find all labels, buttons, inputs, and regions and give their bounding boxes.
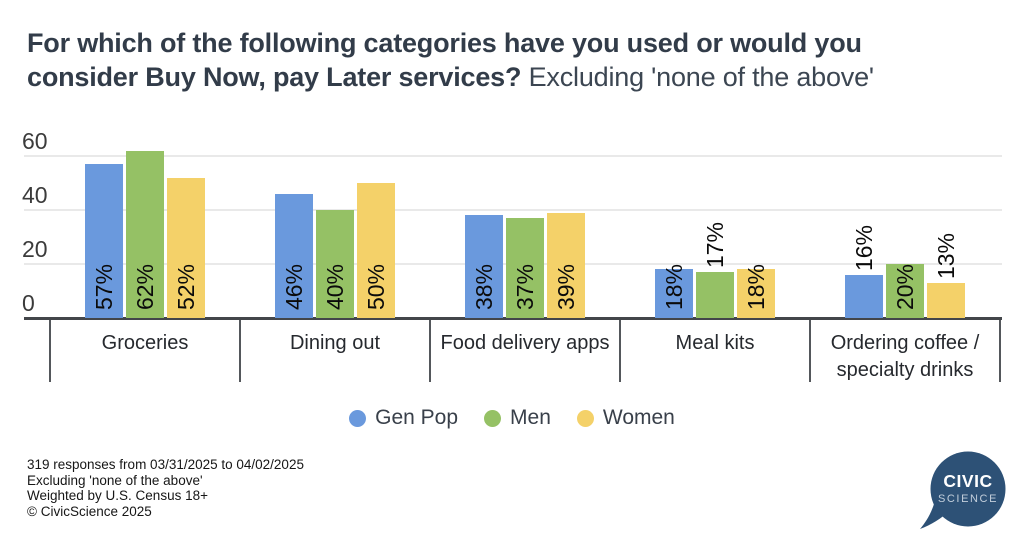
bar-value-label: 39% [553, 263, 579, 310]
bar [886, 264, 924, 318]
category-divider [619, 320, 621, 382]
footnote-weighting: Weighted by U.S. Census 18+ [27, 488, 208, 503]
bar [506, 218, 544, 318]
category-divider [809, 320, 811, 382]
bar-value-label: 18% [743, 263, 769, 310]
bar-value-label: 16% [851, 224, 877, 271]
civicscience-logo: CIVIC SCIENCE [920, 451, 1006, 529]
legend-item: Gen Pop [349, 406, 458, 430]
logo-text-science: SCIENCE [938, 493, 998, 505]
bar-value-label: 20% [892, 263, 918, 310]
category-divider [49, 320, 51, 382]
footnote-copyright: © CivicScience 2025 [27, 503, 152, 519]
logo-text-civic: CIVIC [943, 471, 992, 491]
bar [85, 164, 123, 318]
bar [316, 210, 354, 318]
bar [357, 183, 395, 318]
chart-title: For which of the following categories ha… [27, 26, 987, 94]
footnote-excluding: Excluding 'none of the above' [27, 472, 203, 488]
chart-subtitle: Excluding 'none of the above' [528, 62, 874, 92]
chart-title-line2: consider Buy Now, pay Later services? [27, 62, 522, 92]
legend-label: Men [510, 406, 551, 429]
y-tick-label: 60 [22, 128, 48, 154]
bar [167, 177, 205, 318]
bar-value-label: 18% [661, 263, 687, 310]
legend-label: Women [602, 406, 675, 429]
bar-value-label: 38% [471, 263, 497, 310]
bar-value-label: 50% [363, 263, 389, 310]
bar [126, 150, 164, 318]
bar-value-label: 17% [702, 222, 728, 269]
bar [845, 274, 883, 318]
category-label: Ordering coffee / specialty drinks [830, 332, 980, 381]
y-tick-label: 40 [22, 182, 48, 208]
category-label: Groceries [101, 332, 189, 354]
bar-value-label: 46% [281, 263, 307, 310]
bar-value-label: 37% [512, 263, 538, 310]
bar [465, 215, 503, 318]
category-divider [999, 320, 1001, 382]
bar-value-label: 57% [91, 263, 117, 310]
gridline [24, 209, 1002, 211]
legend-swatch [349, 409, 367, 427]
footnotes: 319 responses from 03/31/2025 to 04/02/2… [27, 457, 304, 519]
legend-item: Women [576, 406, 675, 430]
category-label: Food delivery apps [440, 332, 610, 354]
category-label: Dining out [289, 332, 381, 354]
category-divider [239, 320, 241, 382]
chart-legend: Gen Pop Men Women [0, 406, 1024, 430]
category-divider [429, 320, 431, 382]
bar-value-label: 40% [322, 263, 348, 310]
legend-swatch [484, 409, 502, 427]
logo-bubble [930, 451, 1006, 527]
bar [927, 282, 965, 318]
legend-item: Men [484, 406, 551, 430]
chart-title-line1: For which of the following categories ha… [27, 28, 862, 58]
bar [737, 269, 775, 318]
legend-label: Gen Pop [375, 406, 459, 429]
y-tick-label: 0 [22, 290, 35, 316]
bar [547, 212, 585, 318]
footnote-responses: 319 responses from 03/31/2025 to 04/02/2… [27, 457, 304, 472]
y-tick-label: 20 [22, 236, 48, 262]
bar-value-label: 62% [132, 263, 158, 310]
bar [655, 269, 693, 318]
gridline [24, 155, 1002, 157]
bar [275, 193, 313, 318]
x-axis-line [24, 317, 1002, 320]
legend-swatch [576, 409, 594, 427]
bar [696, 272, 734, 318]
bar-value-label: 52% [173, 263, 199, 310]
category-label: Meal kits [675, 332, 755, 354]
bar-value-label: 13% [933, 232, 959, 279]
